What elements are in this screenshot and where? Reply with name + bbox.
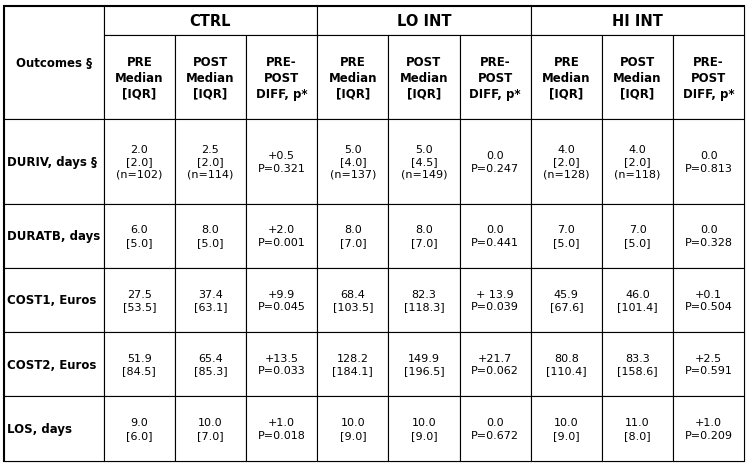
Bar (104, 268, 175, 332)
Text: 0.0
P=0.247: 0.0 P=0.247 (471, 151, 519, 173)
Text: 10.0
[9.0]: 10.0 [9.0] (340, 418, 366, 440)
Text: 10.0
[7.0]: 10.0 [7.0] (197, 418, 224, 440)
Text: +21.7
P=0.062: +21.7 P=0.062 (471, 353, 519, 375)
Bar (104, 7, 317, 36)
Text: + 13.9
P=0.039: + 13.9 P=0.039 (471, 289, 519, 312)
Bar (673, 36, 744, 120)
Text: HI INT: HI INT (612, 14, 663, 29)
Text: 80.8
[110.4]: 80.8 [110.4] (546, 353, 586, 375)
Bar (459, 332, 531, 396)
Text: 8.0
[7.0]: 8.0 [7.0] (340, 225, 366, 247)
Text: 0.0
P=0.672: 0.0 P=0.672 (471, 418, 519, 440)
Text: 45.9
[67.6]: 45.9 [67.6] (550, 289, 583, 312)
Bar (317, 36, 388, 120)
Bar (246, 332, 317, 396)
Text: 83.3
[158.6]: 83.3 [158.6] (617, 353, 657, 375)
Bar (388, 268, 459, 332)
Text: 8.0
[5.0]: 8.0 [5.0] (197, 225, 224, 247)
Text: 10.0
[9.0]: 10.0 [9.0] (411, 418, 438, 440)
Text: 2.5
[2.0]
(n=114): 2.5 [2.0] (n=114) (187, 144, 233, 179)
Text: 128.2
[184.1]: 128.2 [184.1] (332, 353, 373, 375)
Text: 68.4
[103.5]: 68.4 [103.5] (333, 289, 373, 312)
Text: DURIV, days §: DURIV, days § (7, 156, 97, 169)
Bar (104, 120, 175, 204)
Bar (531, 396, 602, 461)
Bar (602, 204, 673, 268)
Text: PRE
Median
[IQR]: PRE Median [IQR] (115, 56, 164, 100)
Text: 11.0
[8.0]: 11.0 [8.0] (624, 418, 651, 440)
Bar (246, 396, 317, 461)
Bar (531, 268, 602, 332)
Bar (459, 120, 531, 204)
Text: POST
Median
[IQR]: POST Median [IQR] (186, 56, 235, 100)
Text: 5.0
[4.0]
(n=137): 5.0 [4.0] (n=137) (330, 144, 376, 179)
Text: +1.0
P=0.209: +1.0 P=0.209 (684, 418, 733, 440)
Bar (602, 120, 673, 204)
Bar (4, 332, 104, 396)
Text: PRE-
POST
DIFF, p*: PRE- POST DIFF, p* (469, 56, 521, 100)
Bar (104, 36, 175, 120)
Bar (4, 396, 104, 461)
Text: 46.0
[101.4]: 46.0 [101.4] (617, 289, 657, 312)
Text: PRE-
POST
DIFF, p*: PRE- POST DIFF, p* (683, 56, 735, 100)
Text: 27.5
[53.5]: 27.5 [53.5] (123, 289, 156, 312)
Bar (388, 396, 459, 461)
Bar (673, 332, 744, 396)
Bar (4, 7, 104, 120)
Bar (317, 396, 388, 461)
Text: 4.0
[2.0]
(n=128): 4.0 [2.0] (n=128) (543, 144, 589, 179)
Bar (246, 36, 317, 120)
Bar (531, 332, 602, 396)
Text: +2.0
P=0.001: +2.0 P=0.001 (258, 225, 305, 247)
Bar (317, 120, 388, 204)
Bar (531, 7, 744, 36)
Text: POST
Median
[IQR]: POST Median [IQR] (613, 56, 662, 100)
Bar (175, 332, 246, 396)
Bar (104, 204, 175, 268)
Text: 10.0
[9.0]: 10.0 [9.0] (553, 418, 580, 440)
Bar (104, 332, 175, 396)
Bar (4, 268, 104, 332)
Bar (531, 120, 602, 204)
Text: 149.9
[196.5]: 149.9 [196.5] (404, 353, 444, 375)
Text: +1.0
P=0.018: +1.0 P=0.018 (258, 418, 306, 440)
Text: 2.0
[2.0]
(n=102): 2.0 [2.0] (n=102) (116, 144, 162, 179)
Bar (388, 332, 459, 396)
Text: 0.0
P=0.441: 0.0 P=0.441 (471, 225, 519, 247)
Text: 65.4
[85.3]: 65.4 [85.3] (194, 353, 227, 375)
Text: DURATB, days: DURATB, days (7, 230, 101, 243)
Text: +0.5
P=0.321: +0.5 P=0.321 (258, 151, 306, 173)
Bar (531, 36, 602, 120)
Bar (317, 204, 388, 268)
Bar (388, 36, 459, 120)
Bar (246, 268, 317, 332)
Text: 0.0
P=0.813: 0.0 P=0.813 (684, 151, 732, 173)
Text: +2.5
P=0.591: +2.5 P=0.591 (684, 353, 732, 375)
Text: +13.5
P=0.033: +13.5 P=0.033 (258, 353, 305, 375)
Bar (4, 120, 104, 204)
Bar (459, 204, 531, 268)
Text: POST
Median
[IQR]: POST Median [IQR] (399, 56, 448, 100)
Bar (175, 120, 246, 204)
Bar (175, 396, 246, 461)
Text: +0.1
P=0.504: +0.1 P=0.504 (684, 289, 732, 312)
Bar (317, 268, 388, 332)
Bar (602, 36, 673, 120)
Bar (175, 268, 246, 332)
Bar (673, 396, 744, 461)
Text: PRE-
POST
DIFF, p*: PRE- POST DIFF, p* (256, 56, 307, 100)
Bar (388, 120, 459, 204)
Text: 5.0
[4.5]
(n=149): 5.0 [4.5] (n=149) (401, 144, 447, 179)
Bar (602, 268, 673, 332)
Bar (459, 268, 531, 332)
Bar (459, 396, 531, 461)
Bar (246, 204, 317, 268)
Text: COST2, Euros: COST2, Euros (7, 358, 96, 371)
Bar (602, 332, 673, 396)
Text: Outcomes §: Outcomes § (16, 57, 92, 70)
Text: PRE
Median
[IQR]: PRE Median [IQR] (542, 56, 591, 100)
Bar (673, 268, 744, 332)
Text: COST1, Euros: COST1, Euros (7, 294, 96, 307)
Text: CTRL: CTRL (190, 14, 231, 29)
Text: 8.0
[7.0]: 8.0 [7.0] (411, 225, 438, 247)
